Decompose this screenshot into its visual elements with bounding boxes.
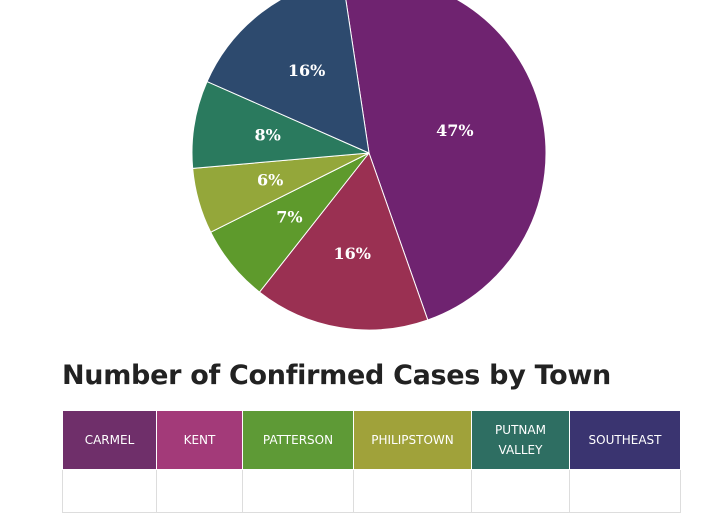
pie-slice [206, 0, 370, 154]
pie-slice-label: 6% [257, 170, 283, 189]
cases-by-town-table: CARMEL KENT PATTERSON PHILIPSTOWN PUTNAM… [62, 410, 681, 513]
col-header-patterson: PATTERSON [242, 410, 354, 470]
table-cell [62, 469, 157, 513]
pie-slice-label: 16% [288, 61, 325, 80]
pie-slice [345, 0, 547, 321]
pie-slice-label: 8% [255, 126, 281, 145]
col-header-putnam-valley: PUTNAM VALLEY [471, 410, 570, 470]
table-header-row: CARMEL KENT PATTERSON PHILIPSTOWN PUTNAM… [62, 410, 681, 470]
table-row [62, 469, 681, 513]
cases-pie-chart: 47% 16% 7% 6% 8% 16% [191, 0, 547, 331]
pie-slice-label: 16% [333, 244, 370, 263]
table-cell [569, 469, 681, 513]
pie-slice-label: 47% [436, 121, 473, 140]
col-header-kent: KENT [156, 410, 243, 470]
col-header-carmel: CARMEL [62, 410, 157, 470]
pie-slice [191, 80, 370, 169]
table-cell [353, 469, 472, 513]
col-header-philipstown: PHILIPSTOWN [353, 410, 472, 470]
pie-slice-label: 7% [276, 207, 302, 226]
table-cell [471, 469, 570, 513]
table-cell [242, 469, 354, 513]
table-cell [156, 469, 243, 513]
col-header-southeast: SOUTHEAST [569, 410, 681, 470]
section-title: Number of Confirmed Cases by Town [62, 360, 611, 391]
pie-slice [258, 151, 429, 331]
